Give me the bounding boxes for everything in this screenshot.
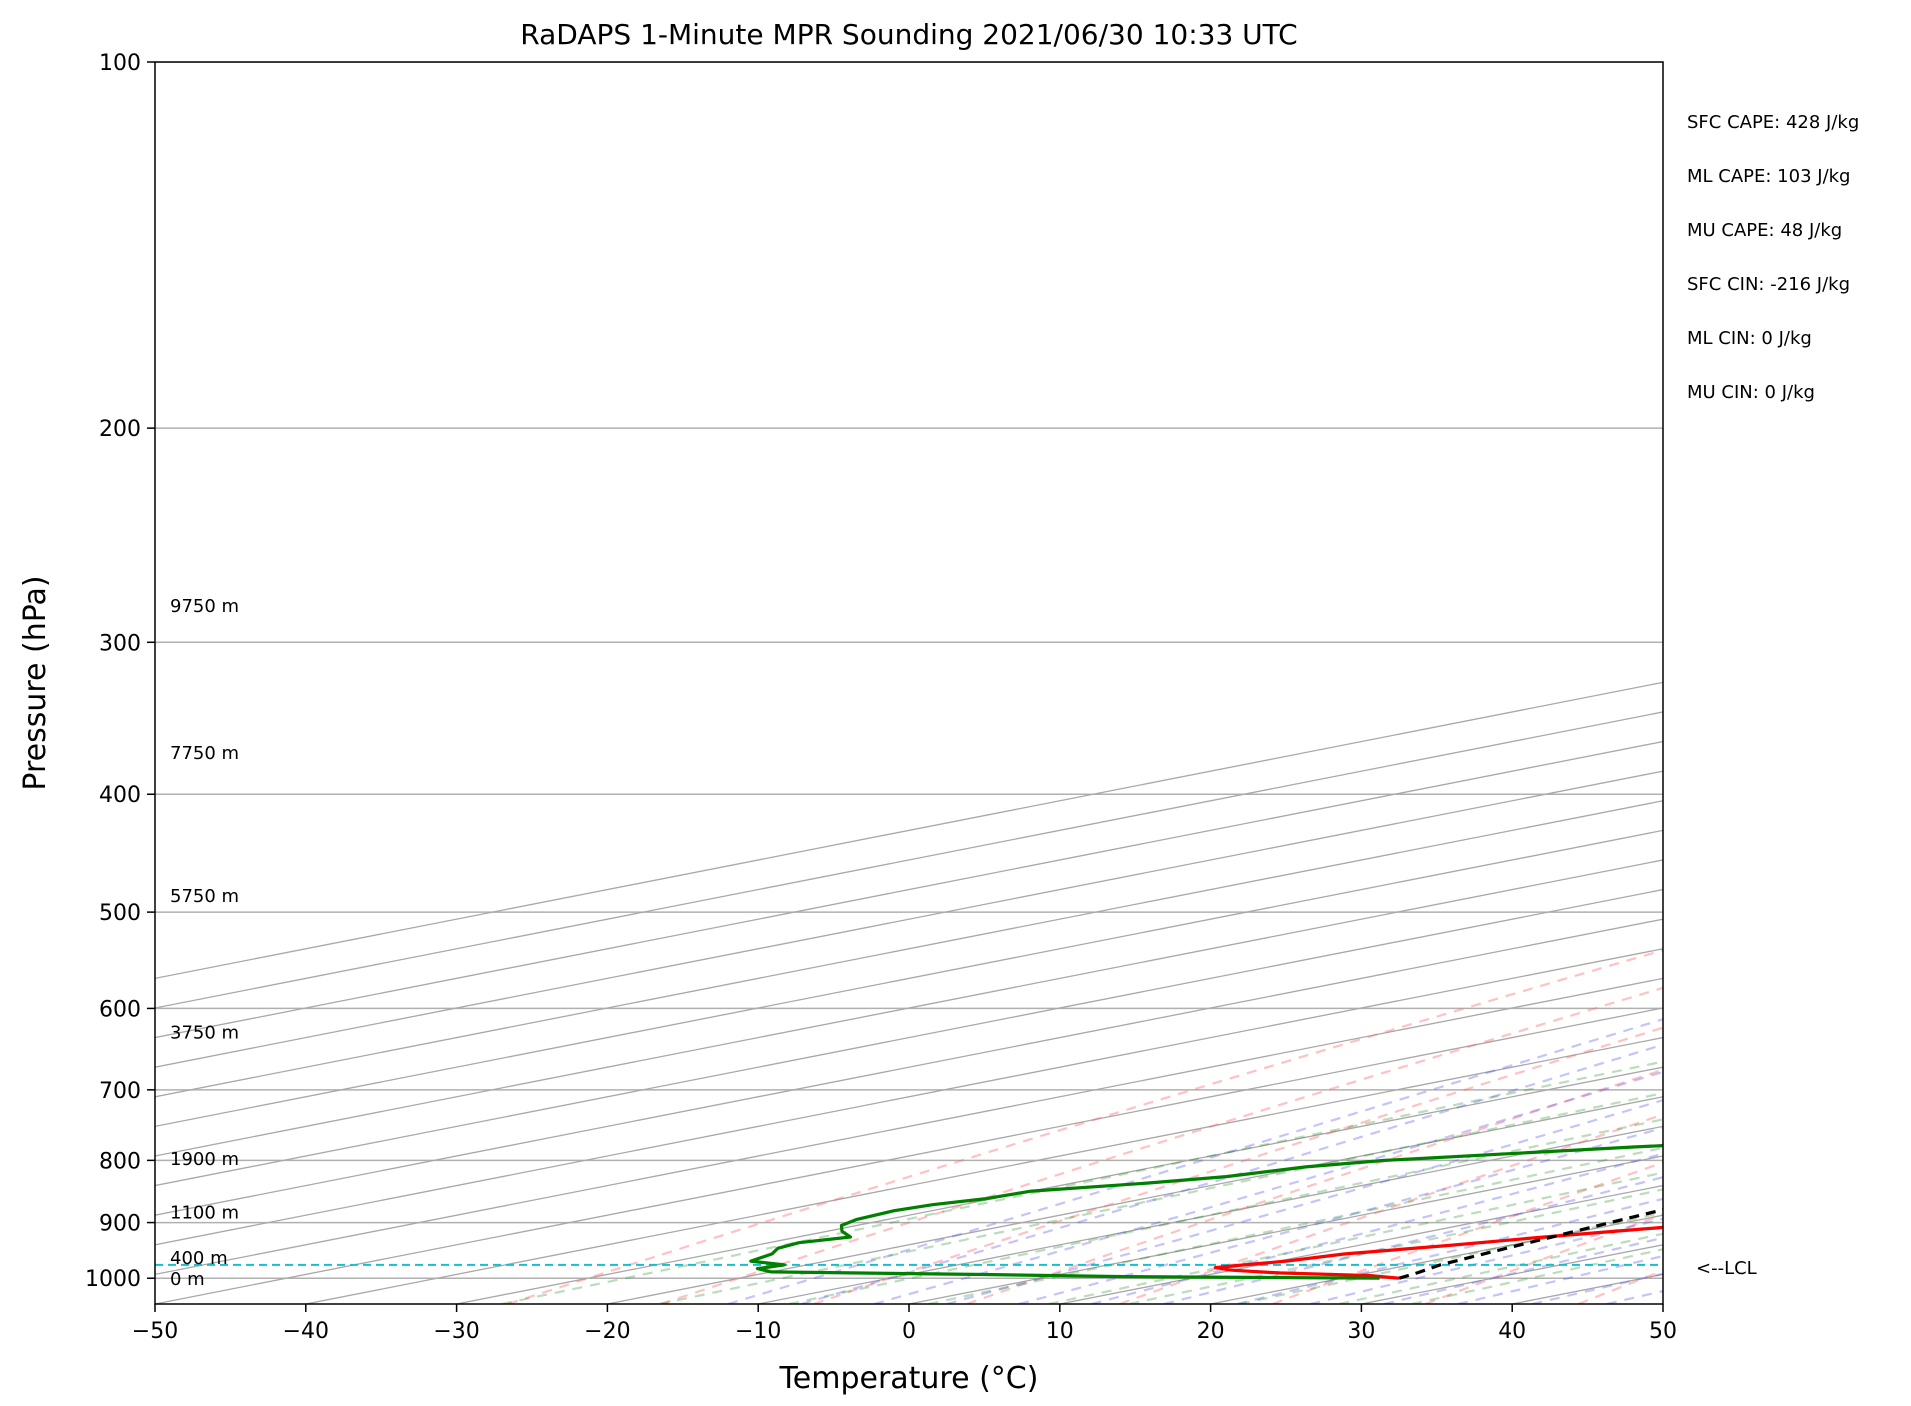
y-axis-label: Pressure (hPa) (18, 575, 53, 790)
isotherm-6 (155, 859, 1663, 1157)
index-label: SFC CAPE: 428 J/kg (1687, 112, 1859, 133)
mixing-ratio-line-0 (501, 1060, 1663, 1304)
dewpoint-trace (749, 1144, 1663, 1280)
y-tick-label: 300 (99, 631, 141, 656)
mixing-ratio-line-7 (1339, 1232, 1663, 1304)
isotherm-5 (155, 829, 1663, 1128)
isotherm-0 (155, 681, 1663, 980)
lcl-group: <--LCL (1696, 1258, 1757, 1279)
x-tick-label: 10 (1046, 1319, 1074, 1344)
height-label: 400 m (170, 1248, 228, 1269)
height-label: 1100 m (170, 1203, 239, 1224)
x-tick-label: 50 (1649, 1319, 1677, 1344)
x-tick-label: −20 (584, 1319, 630, 1344)
dry-adiabat-0 (507, 949, 1663, 1304)
index-label: ML CAPE: 103 J/kg (1687, 166, 1850, 187)
x-ticks: −50 −40 −30 −20 −10 0 10 20 30 40 50 (132, 1304, 1677, 1344)
height-label: 7750 m (170, 743, 239, 764)
y-tick-label: 100 (99, 51, 141, 76)
series-layer (155, 1144, 1663, 1280)
moist-adiabat-8 (1310, 1217, 1663, 1304)
moist-adiabat-1 (800, 1043, 1663, 1304)
mixing-ratio-line-3 (928, 1146, 1663, 1304)
y-tick-label: 400 (99, 783, 141, 808)
dry-adiabat-5 (1272, 1161, 1663, 1304)
isotherm-8 (155, 918, 1663, 1216)
chart-title: RaDAPS 1-Minute MPR Sounding 2021/06/30 … (520, 18, 1297, 51)
mixing-ratio-line-1 (659, 1091, 1663, 1304)
dry-adiabat-4 (1119, 1113, 1663, 1304)
isotherm-11 (155, 1007, 1663, 1304)
lcl-label: <--LCL (1696, 1258, 1757, 1279)
index-label: SFC CIN: -216 J/kg (1687, 274, 1850, 295)
x-tick-label: −50 (132, 1319, 178, 1344)
height-label: 0 m (170, 1269, 205, 1290)
y-tick-label: 600 (99, 997, 141, 1022)
parcel-profile-trace (1398, 1208, 1663, 1280)
x-tick-label: −30 (433, 1319, 479, 1344)
height-labels: 9750 m 7750 m 5750 m 3750 m 1900 m 1100 m 400 … (170, 596, 239, 1290)
x-tick-label: −40 (283, 1319, 329, 1344)
isotherm-10 (155, 977, 1663, 1276)
index-label: MU CIN: 0 J/kg (1687, 382, 1815, 403)
mixing-ratio-line-5 (1129, 1188, 1663, 1304)
isotherm-21 (1662, 1303, 1663, 1304)
isotherm-19 (1361, 1244, 1663, 1304)
plot-frame (154, 61, 1664, 1305)
y-tick-label: 500 (99, 901, 141, 926)
moist-adiabat-4 (1018, 1126, 1663, 1304)
height-label: 9750 m (170, 596, 239, 617)
index-label: MU CAPE: 48 J/kg (1687, 220, 1842, 241)
moist-adiabat-9 (1383, 1236, 1663, 1304)
x-tick-label: 0 (902, 1319, 916, 1344)
x-tick-label: −10 (735, 1319, 781, 1344)
isotherm-14 (607, 1096, 1663, 1304)
dry-adiabat-7 (1578, 1269, 1663, 1304)
isotherm-17 (1059, 1184, 1663, 1304)
dry-adiabat-1 (660, 986, 1663, 1304)
moist-adiabat-7 (1236, 1197, 1663, 1304)
moist-adiabat-6 (1163, 1176, 1663, 1304)
x-tick-label: 40 (1498, 1319, 1526, 1344)
isotherm-13 (456, 1066, 1663, 1304)
isotherm-18 (1210, 1214, 1663, 1304)
moist-adiabat-3 (946, 1098, 1663, 1304)
temperature-trace (1213, 1225, 1663, 1280)
y-tick-label: 1000 (85, 1267, 141, 1292)
dry-adiabat-8 (1731, 62, 1911, 1304)
isotherm-16 (908, 1155, 1663, 1304)
moist-adiabat-5 (1091, 1152, 1663, 1304)
x-tick-label: 20 (1197, 1319, 1225, 1344)
x-axis-label: Temperature (°C) (779, 1361, 1039, 1396)
dry-adiabat-3 (966, 1068, 1663, 1304)
moist-adiabat-10 (1457, 1254, 1663, 1304)
background-lines (155, 62, 1911, 1304)
isotherm-7 (155, 888, 1663, 1187)
dry-adiabat-9 (1884, 62, 1911, 1304)
moist-adiabat-0 (727, 1018, 1663, 1304)
height-label: 5750 m (170, 886, 239, 907)
y-tick-label: 900 (99, 1212, 141, 1237)
index-label: ML CIN: 0 J/kg (1687, 328, 1812, 349)
height-label: 1900 m (170, 1149, 239, 1170)
y-ticks: 100 200 300 400 500 600 700 800 900 1000 (85, 51, 155, 1292)
isotherm-20 (1512, 1273, 1663, 1304)
dry-adiabat-2 (813, 1026, 1663, 1304)
x-tick-label: 30 (1347, 1319, 1375, 1344)
moist-adiabat-11 (1532, 1272, 1663, 1304)
dry-adiabat-6 (1425, 1213, 1663, 1304)
y-tick-label: 200 (99, 417, 141, 442)
height-label: 3750 m (170, 1023, 239, 1044)
isotherm-12 (305, 1036, 1663, 1304)
isotherm-9 (155, 948, 1663, 1246)
y-tick-label: 800 (99, 1149, 141, 1174)
y-tick-label: 700 (99, 1079, 141, 1104)
moist-adiabat-12 (1606, 1289, 1663, 1304)
indices-group: SFC CAPE: 428 J/kg ML CAPE: 103 J/kg MU CA… (1687, 112, 1859, 403)
isotherm-15 (758, 1125, 1663, 1304)
